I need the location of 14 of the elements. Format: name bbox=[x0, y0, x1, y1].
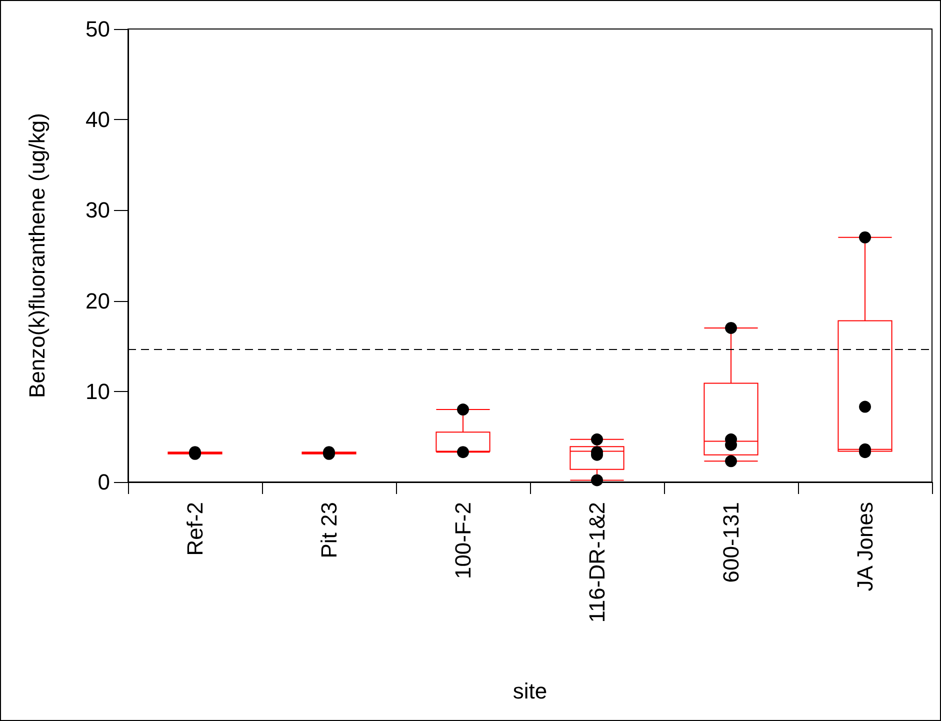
x-tick-label: 116-DR-1&2 bbox=[584, 502, 610, 623]
y-tick-label: 30 bbox=[86, 198, 110, 223]
x-tick-label: 100-F-2 bbox=[450, 502, 476, 580]
x-tick-label: Pit 23 bbox=[316, 502, 342, 558]
x-tick-label: JA Jones bbox=[852, 502, 878, 592]
y-tick-label: 50 bbox=[86, 16, 110, 42]
y-tick-label: 10 bbox=[86, 378, 110, 404]
x-tick-label: 600-131 bbox=[718, 502, 744, 583]
y-tick-label: 20 bbox=[86, 288, 110, 314]
y-axis-title: Benzo(k)fluoranthene (ug/kg) bbox=[24, 113, 50, 398]
x-tick-label: Ref-2 bbox=[182, 502, 208, 556]
x-axis-title: site bbox=[512, 678, 548, 704]
y-tick-label: 40 bbox=[86, 107, 110, 132]
y-tick-label: 0 bbox=[98, 470, 110, 494]
